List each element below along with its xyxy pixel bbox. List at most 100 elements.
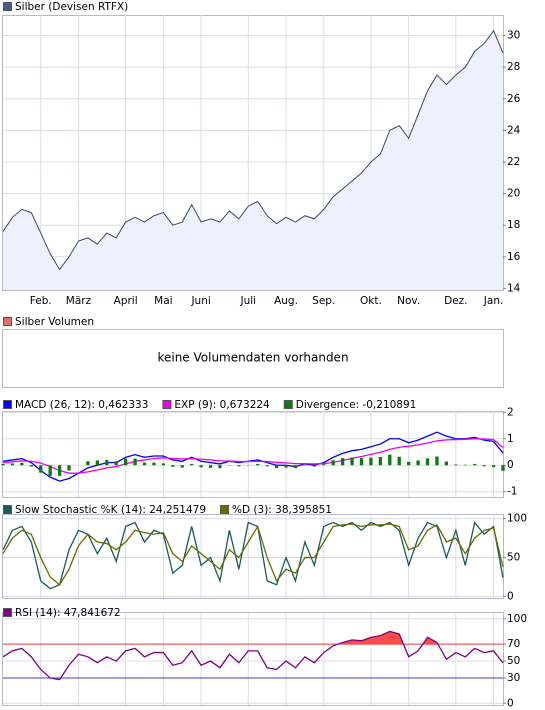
divergence-bar [95,460,99,466]
x-tick-label: Juli [239,295,256,307]
legend-swatch [3,2,12,11]
divergence-bar [142,462,147,466]
divergence-bar [67,465,71,471]
divergence-bar [274,465,279,469]
no-data-message: keine Volumendaten vorhanden [157,351,348,365]
divergence-bar [322,464,326,466]
divergence-bar [208,465,213,468]
divergence-bar [473,463,477,466]
legend-label: %D (3): 38,395851 [232,504,332,516]
y-tick-label: 100 [507,613,527,625]
x-tick-label: Aug. [274,295,298,307]
divergence-bar [114,461,118,466]
divergence-bar [57,465,62,476]
x-tick-label: Feb. [30,295,52,307]
divergence-bar [397,456,401,466]
indicator-line [2,438,504,474]
indicator-line [2,521,504,590]
legend-swatch [3,317,12,326]
x-tick-label: März [66,295,92,307]
indicator-line [2,523,504,586]
plot-frame [2,612,504,706]
legend-label: Slow Stochastic %K (14): 24,251479 [15,504,206,516]
divergence-bar [340,458,345,466]
divergence-bar [435,456,439,466]
x-tick-label: Sep. [312,295,335,307]
legend-label: EXP (9): 0,673224 [174,399,270,411]
divergence-bar [180,465,184,468]
divergence-bar [501,465,505,471]
divergence-bar [1,463,5,466]
y-tick-label: 28 [507,61,520,73]
overbought-fill [3,631,503,645]
divergence-bar [265,465,269,467]
divergence-bar [425,458,430,466]
y-tick-label: 22 [507,156,520,168]
y-tick-label: 100 [507,513,527,525]
divergence-bar [378,457,383,466]
divergence-bar [161,463,166,466]
volume-title: Silber Volumen [15,316,94,328]
divergence-bar [463,464,467,466]
divergence-bar [331,460,335,466]
divergence-bar [29,465,33,467]
y-tick-label: 0 [507,697,514,709]
x-tick-label: Dez. [444,295,467,307]
plot-frame [2,411,504,498]
plot-frame [2,514,504,599]
y-tick-label: 0 [507,459,514,471]
divergence-bar [444,461,449,466]
divergence-bar [407,461,411,466]
legend-swatch [3,505,12,514]
legend-swatch [162,400,172,409]
y-tick-label: 24 [507,124,521,136]
divergence-bar [491,465,496,468]
divergence-bar [359,458,364,466]
legend-swatch [283,400,293,409]
divergence-bar [171,465,175,467]
divergence-bar [482,465,486,467]
divergence-bar [10,463,15,466]
divergence-bar [369,457,373,466]
price-line [2,29,504,271]
price-area [3,30,503,291]
y-tick-label: 30 [507,30,520,42]
divergence-bar [284,465,288,468]
divergence-bar [152,462,156,466]
divergence-bar [39,465,43,473]
divergence-bar [256,463,260,466]
legend-swatch [3,608,12,617]
indicator-line [2,431,504,482]
y-tick-label: 14 [507,282,521,294]
divergence-bar [86,461,90,466]
y-tick-label: 30 [507,672,520,684]
divergence-bar [190,463,194,466]
divergence-bar [20,462,24,466]
y-tick-label: 16 [507,251,521,263]
legend-label: RSI (14): 47,841672 [15,607,121,619]
x-tick-label: Nov. [397,295,420,307]
x-tick-label: April [114,295,138,307]
chart-title: Silber (Devisen RTFX) [15,1,128,13]
divergence-bar [388,454,392,466]
divergence-bar [312,465,316,467]
divergence-bar [199,465,203,468]
divergence-bar [416,460,420,466]
y-tick-label: 18 [507,219,520,231]
divergence-bar [218,465,222,469]
divergence-bar [293,465,298,469]
y-tick-label: 0 [507,590,514,602]
legend-swatch [220,505,230,514]
divergence-bar [123,458,128,466]
divergence-bar [454,464,458,466]
x-tick-label: Juni [190,295,210,307]
y-tick-label: 2 [507,406,514,418]
y-tick-label: 26 [507,93,521,105]
y-tick-label: 50 [507,552,520,564]
divergence-bar [350,457,354,466]
divergence-bar [48,465,52,476]
y-tick-label: 20 [507,188,520,200]
x-tick-label: Mai [154,295,172,307]
legend-swatch [3,400,12,409]
